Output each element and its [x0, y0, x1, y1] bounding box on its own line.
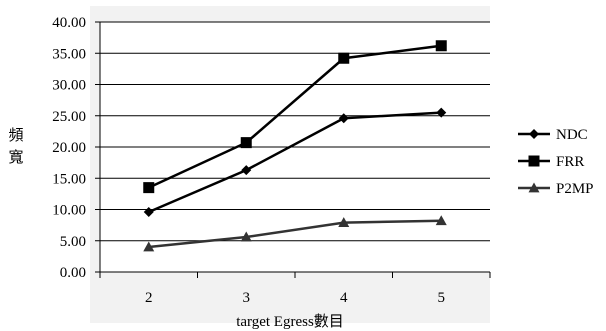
- legend-item-p2mp: P2MP: [518, 181, 594, 197]
- y-axis-label-char-2: 寬: [8, 148, 23, 166]
- series: [143, 40, 447, 252]
- data-point-frr: [338, 52, 350, 64]
- axes: [95, 21, 491, 278]
- x-axis-label: target Egress數目: [236, 313, 344, 330]
- y-tick-label: 0.00: [60, 265, 86, 281]
- data-point-p2mp: [240, 231, 252, 242]
- legend-label: P2MP: [556, 181, 594, 197]
- legend-item-ndc: NDC: [518, 127, 588, 143]
- legend-item-frr: FRR: [518, 154, 584, 170]
- data-point-ndc: [241, 165, 252, 176]
- y-tick-label: 10.00: [52, 203, 86, 219]
- data-point-p2mp: [143, 241, 155, 252]
- series-p2mp: [143, 215, 447, 252]
- data-point-ndc: [143, 207, 154, 217]
- series-ndc: [143, 107, 447, 217]
- y-tick-label: 20.00: [52, 140, 86, 156]
- data-point-ndc: [338, 113, 349, 124]
- legend-marker: [528, 155, 540, 167]
- legend-marker: [529, 129, 539, 139]
- data-point-p2mp: [338, 217, 350, 228]
- gridlines: [100, 21, 490, 273]
- data-point-frr: [143, 182, 155, 194]
- y-tick-labels: 0.00 5.00 10.00 15.00 20.00 25.00 30.00 35.00 40…: [52, 15, 86, 281]
- y-tick-label: 5.00: [60, 234, 86, 250]
- y-tick-label: 35.00: [52, 46, 86, 62]
- x-tick-labels: 2 3 4 5: [145, 290, 445, 306]
- legend-marker: [528, 182, 540, 193]
- series-frr: [143, 40, 447, 194]
- series-line-ndc: [148, 111, 442, 214]
- x-tick-label: 2: [145, 290, 153, 306]
- legend-label: FRR: [556, 154, 584, 170]
- x-tick-label: 4: [340, 290, 348, 306]
- data-point-p2mp: [435, 215, 447, 226]
- data-point-frr: [435, 40, 447, 52]
- legend: NDC FRR P2MP: [518, 127, 594, 197]
- y-tick-label: 25.00: [52, 109, 86, 125]
- legend-label: NDC: [556, 127, 588, 143]
- y-axis-label-char-1: 頻: [8, 127, 23, 144]
- x-tick-label: 3: [243, 290, 251, 306]
- series-line-frr: [148, 44, 442, 189]
- y-tick-label: 15.00: [52, 171, 86, 187]
- y-tick-label: 40.00: [52, 15, 86, 31]
- y-tick-label: 30.00: [52, 78, 86, 94]
- x-tick-label: 5: [438, 290, 446, 306]
- data-point-frr: [240, 137, 252, 149]
- data-point-ndc: [436, 107, 447, 118]
- series-line-p2mp: [148, 219, 442, 249]
